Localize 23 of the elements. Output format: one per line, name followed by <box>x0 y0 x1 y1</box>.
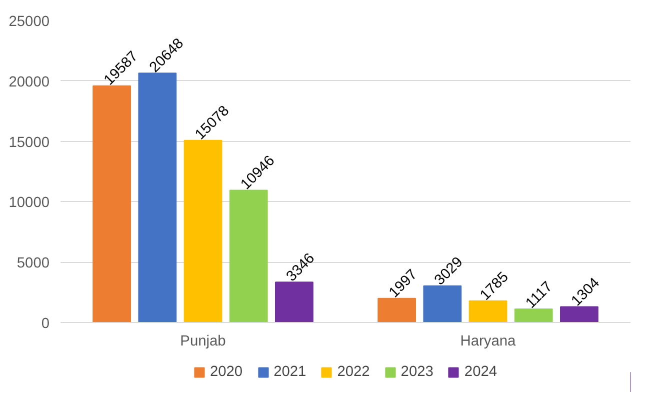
bar <box>468 300 508 322</box>
y-tick-label: 0 <box>41 316 50 332</box>
bar <box>138 72 177 322</box>
bar <box>275 282 314 322</box>
legend-label: 2020 <box>210 364 243 380</box>
y-tick-label: 5000 <box>16 256 50 272</box>
bar <box>514 308 553 322</box>
bar <box>229 190 268 322</box>
x-tick-label: Punjab <box>180 334 226 350</box>
legend-label: 2022 <box>337 364 370 380</box>
bar <box>560 306 598 322</box>
y-tick-label: 25000 <box>8 14 50 30</box>
y-tick-label: 20000 <box>8 74 50 90</box>
legend-label: 2023 <box>400 364 434 380</box>
x-tick-label: Haryana <box>460 334 517 350</box>
y-tick-label: 15000 <box>8 134 50 151</box>
y-tick-label: 10000 <box>8 195 50 212</box>
bar <box>184 140 222 322</box>
bar <box>423 285 462 322</box>
legend-label: 2021 <box>274 364 306 380</box>
bar <box>92 85 131 322</box>
legend-label: 2024 <box>464 364 498 380</box>
bar <box>378 298 416 322</box>
